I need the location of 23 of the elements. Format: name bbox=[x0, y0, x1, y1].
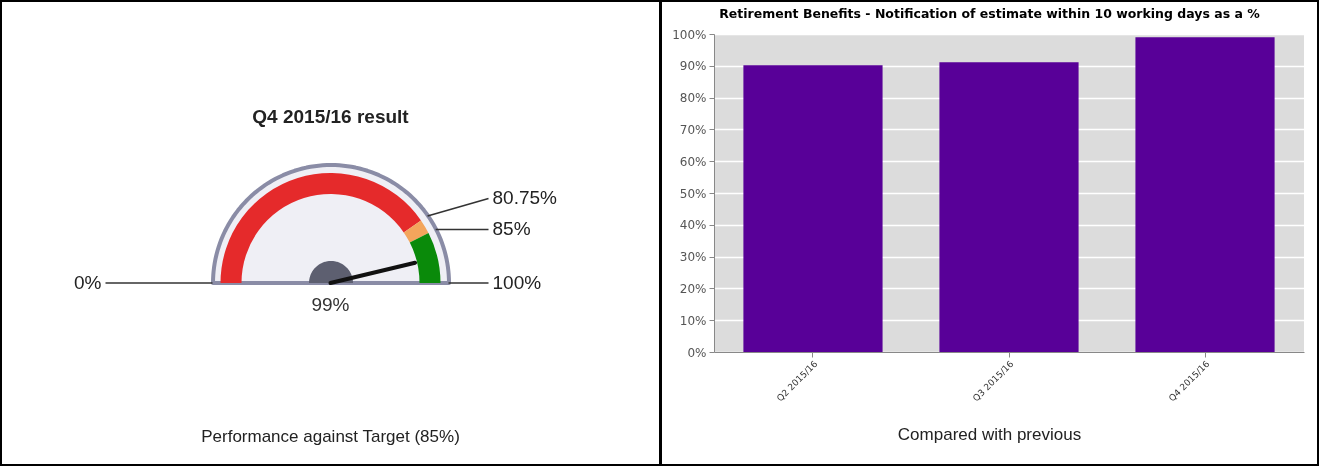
text: Performance against Target (85%) bbox=[201, 427, 460, 446]
y-tick-label: 70% bbox=[679, 122, 707, 137]
y-tick-label: 30% bbox=[679, 250, 707, 265]
y-tick-label: 60% bbox=[679, 154, 707, 169]
slice-label: 85% bbox=[492, 218, 531, 240]
slice-label: 100% bbox=[492, 272, 542, 293]
y-tick-label: 80% bbox=[679, 91, 707, 106]
y-tick-label: 40% bbox=[679, 218, 707, 233]
bar bbox=[939, 62, 1079, 352]
slice-label: 80.75% bbox=[492, 187, 558, 209]
y-tick-label: 50% bbox=[679, 186, 707, 201]
text: 99% bbox=[311, 294, 350, 315]
y-tick-label: 0% bbox=[687, 345, 707, 360]
y-tick-label: 100% bbox=[672, 27, 707, 42]
chart-title: Retirement Benefits - Notification of estimate within 10 working days as a % bbox=[719, 5, 1261, 21]
bar bbox=[743, 65, 883, 352]
chart-title: Q4 2015/16 result bbox=[252, 106, 410, 127]
y-tick-label: 90% bbox=[679, 59, 707, 74]
y-tick-label: 10% bbox=[679, 313, 707, 328]
text: 0% bbox=[74, 272, 102, 293]
text: Compared with previous bbox=[897, 425, 1082, 444]
y-tick-label: 20% bbox=[679, 281, 707, 296]
bar bbox=[1135, 37, 1275, 352]
